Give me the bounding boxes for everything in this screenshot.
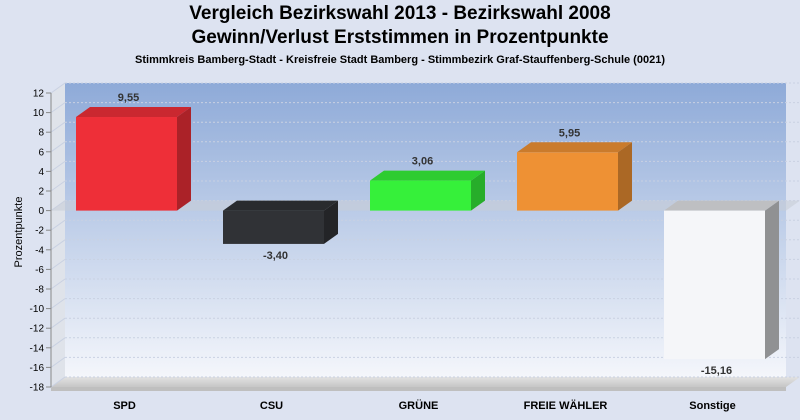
gridline-diag (50, 102, 66, 114)
bar-front (223, 210, 324, 244)
gridline-diag (50, 82, 66, 94)
y-tick-label: 12 (33, 89, 45, 100)
bar-sonstige (664, 200, 779, 360)
y-axis-label: Prozentpunkte (13, 197, 25, 268)
y-tick-label: 2 (38, 187, 44, 198)
bar-front (517, 152, 618, 211)
gridline-diag (50, 258, 66, 270)
bar-side (765, 200, 779, 360)
bar-side (177, 107, 191, 211)
x-tick-label: CSU (260, 400, 283, 412)
bar-side (324, 200, 338, 244)
chart-title-line1: Vergleich Bezirkswahl 2013 - Bezirkswahl… (189, 3, 611, 24)
chart-subtitle: Stimmkreis Bamberg-Stadt - Kreisfreie St… (135, 54, 665, 66)
data-label: -15,16 (701, 365, 732, 377)
data-label: 3,06 (412, 156, 433, 168)
plot-floor (51, 377, 800, 387)
y-tick-label: -2 (35, 226, 44, 237)
bar-top (517, 142, 632, 153)
gridline-diag (50, 337, 66, 349)
bar-top (76, 107, 191, 118)
bar-top (370, 170, 485, 181)
bar-front (76, 117, 177, 211)
gridline-diag (50, 121, 66, 133)
gridline-diag (50, 278, 66, 290)
bar-side (618, 142, 632, 211)
y-tick-label: 4 (38, 167, 44, 178)
x-tick-label: SPD (113, 400, 136, 412)
y-tick-label: 10 (33, 108, 45, 119)
gridline-diag (50, 180, 66, 192)
y-tick-label: -6 (35, 265, 44, 276)
data-label: -3,40 (263, 250, 288, 262)
gridline-diag (50, 298, 66, 310)
bar-front (664, 210, 765, 360)
y-tick-label: 0 (38, 206, 44, 217)
y-tick-label: -8 (35, 285, 44, 296)
bar-grüne (370, 170, 485, 211)
gridline-diag (50, 141, 66, 153)
data-label: 9,55 (118, 92, 139, 104)
bar-top (664, 200, 779, 211)
data-label: 5,95 (559, 127, 580, 139)
bar-side (471, 170, 485, 211)
bar-top (223, 200, 338, 211)
y-tick-label: -16 (30, 363, 45, 374)
bar-freie-wähler (517, 142, 632, 211)
y-tick-label: 8 (38, 128, 44, 139)
bar-spd (76, 107, 191, 211)
y-tick-label: -18 (30, 383, 45, 394)
y-tick-label: -14 (30, 343, 45, 354)
y-tick-label: 6 (38, 147, 44, 158)
y-tick-label: -10 (30, 304, 45, 315)
gridline-diag (50, 317, 66, 329)
y-tick-label: -12 (30, 324, 45, 335)
x-tick-label: FREIE WÄHLER (524, 399, 608, 412)
bar-csu (223, 200, 338, 244)
plot-left-wall (51, 83, 65, 387)
gridline-diag (50, 239, 66, 251)
bar-front (370, 180, 471, 211)
x-tick-label: GRÜNE (399, 399, 439, 412)
plot-floor-edge (51, 387, 786, 391)
gridline-diag (50, 160, 66, 172)
gridline-diag (50, 356, 66, 368)
gridline-diag (50, 376, 66, 388)
gridline-diag (50, 219, 66, 231)
y-tick-label: -4 (35, 245, 44, 256)
x-tick-label: Sonstige (689, 400, 735, 412)
chart-title-line2: Gewinn/Verlust Erststimmen in Prozentpun… (191, 27, 609, 48)
